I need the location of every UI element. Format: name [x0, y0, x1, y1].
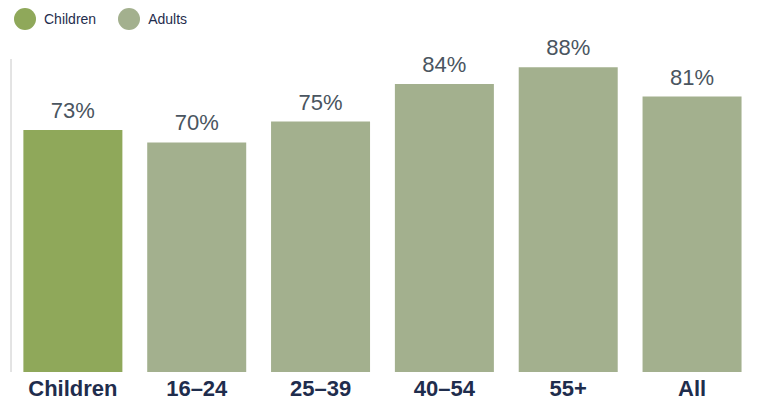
html-text:Children: Children	[44, 11, 97, 27]
svg-text:Children: Children	[28, 376, 117, 401]
svg-text:81%: 81%	[670, 65, 714, 90]
svg-text:25–39: 25–39	[290, 376, 351, 401]
svg-text:73%: 73%	[51, 98, 95, 123]
svg-text:70%: 70%	[175, 110, 219, 135]
svg-text:88%: 88%	[546, 35, 590, 60]
html-text:Adults: Adults	[148, 11, 188, 27]
svg-text:16–24: 16–24	[166, 376, 228, 401]
svg-text:40–54: 40–54	[414, 376, 476, 401]
svg-text:75%: 75%	[299, 90, 343, 115]
svg-text:55+: 55+	[550, 376, 587, 401]
svg-text:84%: 84%	[422, 52, 466, 77]
svg-text:All: All	[678, 376, 706, 401]
